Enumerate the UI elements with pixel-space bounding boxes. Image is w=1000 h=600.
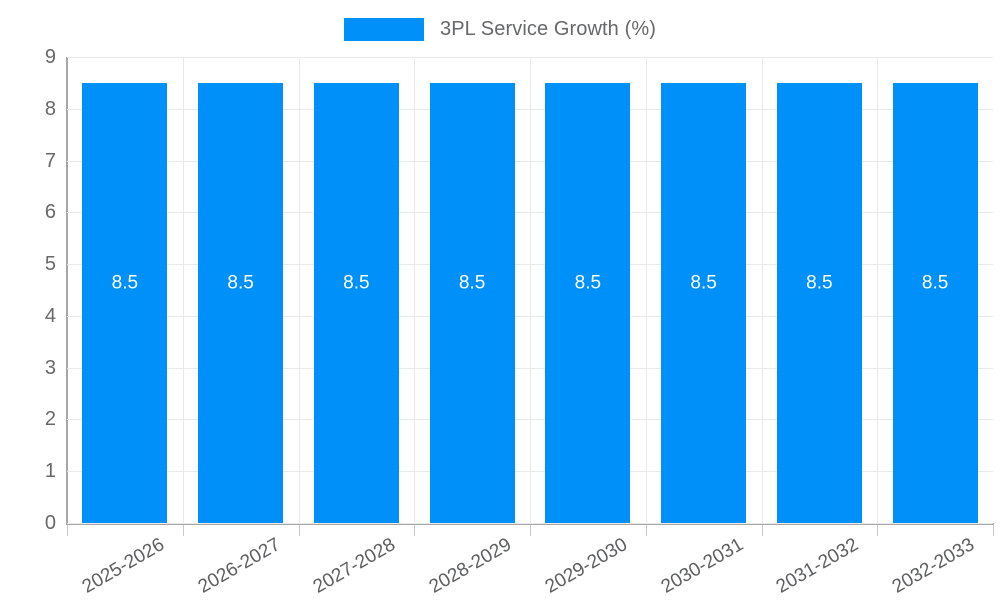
gridline-vertical (414, 57, 415, 523)
bar-value-label: 8.5 (574, 272, 602, 294)
y-axis-tick-label: 4 (44, 304, 56, 327)
bar-value-label: 8.5 (690, 272, 717, 294)
x-axis-tick-label: 2028-2029 (425, 534, 516, 598)
y-axis-tick-label: 8 (44, 97, 56, 120)
bar[interactable] (661, 82, 747, 523)
gridline-vertical (299, 57, 300, 523)
y-axis-tick-label: 2 (44, 408, 56, 431)
x-axis-tick-label: 2029-2030 (541, 534, 631, 598)
plot-area: 8.5 8.5 8.5 8.5 8.5 8.5 8.5 8.5 (67, 57, 993, 524)
bar-value-label: 8.5 (921, 272, 949, 294)
bar[interactable] (892, 82, 978, 523)
x-axis-tick-label: 2025-2026 (78, 534, 168, 598)
x-axis-line (66, 523, 994, 525)
gridline-vertical (646, 57, 647, 523)
x-axis-tick-mark (993, 525, 994, 536)
y-axis-tick-label: 3 (44, 356, 56, 379)
x-axis-tick-label: 2026-2027 (194, 534, 284, 598)
x-axis-tick-label: 2030-2031 (657, 534, 747, 598)
x-axis-tick-label: 2031-2032 (773, 534, 863, 598)
gridline-vertical (183, 57, 184, 523)
bar-value-label: 8.5 (111, 272, 139, 294)
bar[interactable] (313, 82, 399, 523)
x-axis-tick-mark (762, 525, 763, 536)
bar[interactable] (198, 82, 284, 523)
x-axis-tick-label: 2027-2028 (310, 534, 400, 598)
x-axis-tick-mark (877, 525, 878, 536)
legend-item-3pl-service-growth[interactable]: 3PL Service Growth (%) (344, 17, 656, 41)
x-axis-tick-mark (414, 525, 415, 536)
x-axis-tick-mark (299, 525, 300, 536)
bar-value-label: 8.5 (458, 272, 486, 294)
y-axis-tick-label: 9 (44, 46, 56, 68)
x-axis-tick-mark (530, 525, 531, 536)
bar[interactable] (82, 82, 168, 523)
bar[interactable] (429, 82, 515, 523)
y-axis-tick-label: 5 (44, 253, 56, 276)
x-axis-tick-label: 2032-2033 (888, 534, 979, 598)
y-axis-tick-label: 6 (44, 201, 56, 224)
legend-color-swatch (344, 17, 424, 41)
bar[interactable] (545, 82, 631, 523)
x-axis-tick-mark (646, 525, 647, 536)
bar-value-label: 8.5 (227, 272, 254, 294)
gridline-horizontal (67, 523, 993, 524)
gridline-vertical (530, 57, 531, 523)
x-axis-tick-mark (67, 525, 68, 536)
x-axis-tick-mark (183, 525, 184, 536)
chart-legend: 3PL Service Growth (%) (0, 13, 1000, 45)
gridline-vertical (762, 57, 763, 523)
bar[interactable] (776, 82, 862, 523)
bar-value-label: 8.5 (343, 272, 370, 294)
y-axis-line (66, 57, 68, 524)
bar-value-label: 8.5 (806, 272, 833, 294)
legend-label: 3PL Service Growth (%) (440, 17, 656, 40)
y-axis-tick-label: 0 (44, 512, 56, 534)
y-axis-tick-label: 7 (44, 149, 56, 172)
y-axis-tick-label: 1 (44, 460, 56, 483)
gridline-vertical (877, 57, 878, 523)
